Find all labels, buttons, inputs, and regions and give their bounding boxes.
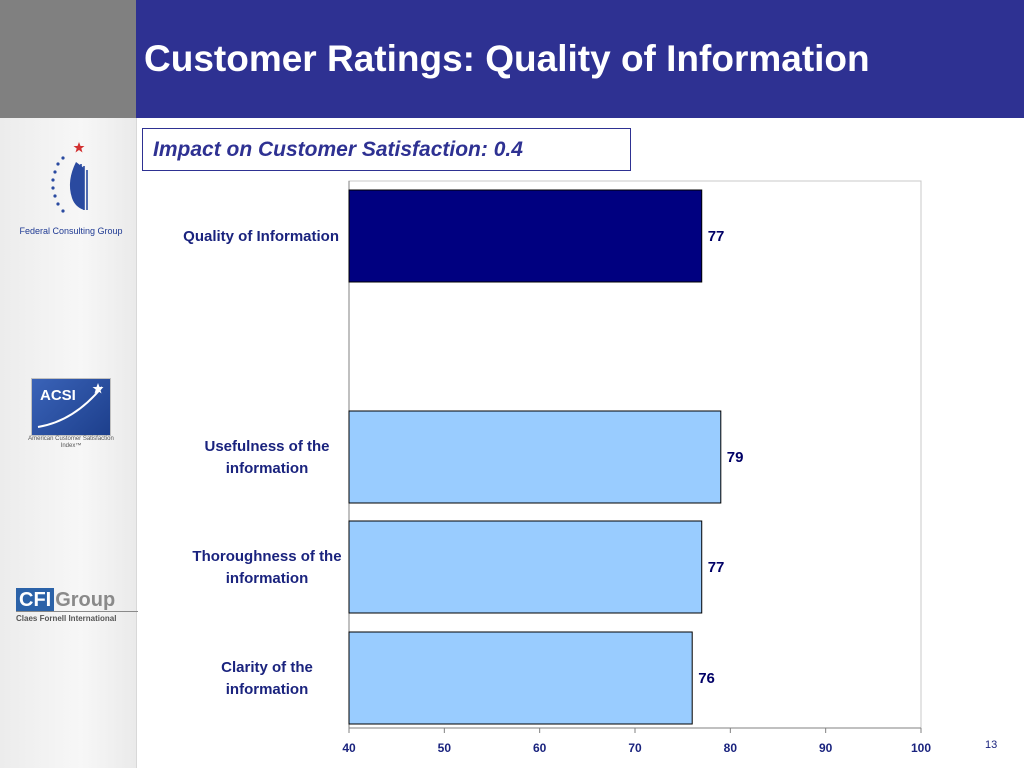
category-label-line: information xyxy=(226,460,309,477)
x-tick-label: 70 xyxy=(628,741,642,755)
cfi-subtitle: Claes Fornell International xyxy=(16,614,117,623)
page-number: 13 xyxy=(985,739,998,751)
x-tick-label: 60 xyxy=(533,741,547,755)
sidebar xyxy=(0,118,137,768)
data-label: 76 xyxy=(698,670,715,687)
x-tick-label: 80 xyxy=(724,741,738,755)
bar xyxy=(348,410,722,504)
data-label: 77 xyxy=(708,559,725,576)
bar xyxy=(348,520,703,614)
category-label-line: Usefulness of the xyxy=(204,438,329,455)
acsi-logo: ACSI xyxy=(31,378,111,436)
slide-title: Customer Ratings: Quality of Information xyxy=(144,38,870,79)
cfi-box: CFI xyxy=(16,588,55,612)
cfi-rule xyxy=(16,611,138,612)
category-label-line: Quality of Information xyxy=(183,228,339,245)
category-label: Clarity of the information xyxy=(221,659,313,698)
category-label: Usefulness of the information xyxy=(204,438,329,477)
bar-summary xyxy=(348,189,703,283)
bar xyxy=(348,631,693,725)
x-tick-label: 90 xyxy=(819,741,833,755)
data-label: 77 xyxy=(708,228,725,245)
title-bar xyxy=(136,0,1024,118)
corner-block xyxy=(0,0,136,118)
federal-consulting-group-logo-icon xyxy=(51,142,88,213)
category-label-line: information xyxy=(226,681,309,698)
impact-box: Impact on Customer Satisfaction: 0.4 xyxy=(142,128,631,171)
category-label: Quality of Information xyxy=(183,228,339,245)
fcg-label: Federal Consulting Group xyxy=(19,226,123,236)
data-label: 79 xyxy=(727,449,744,466)
x-tick-label: 40 xyxy=(342,741,356,755)
category-label-line: Clarity of the xyxy=(221,659,313,676)
acsi-caption: American Customer Satisfaction Index™ xyxy=(28,436,114,449)
category-label-line: Thoroughness of the xyxy=(192,548,341,565)
x-tick-label: 100 xyxy=(911,741,931,755)
category-label-line: information xyxy=(226,570,309,587)
cfi-group-text: Group xyxy=(55,589,116,611)
cfi-group-logo: CFI Group xyxy=(16,588,115,612)
acsi-star-icon xyxy=(37,383,104,428)
impact-text: Impact on Customer Satisfaction: 0.4 xyxy=(153,138,523,161)
category-label: Thoroughness of the information xyxy=(192,548,341,587)
x-tick-label: 50 xyxy=(438,741,452,755)
acsi-text: ACSI xyxy=(40,387,76,404)
